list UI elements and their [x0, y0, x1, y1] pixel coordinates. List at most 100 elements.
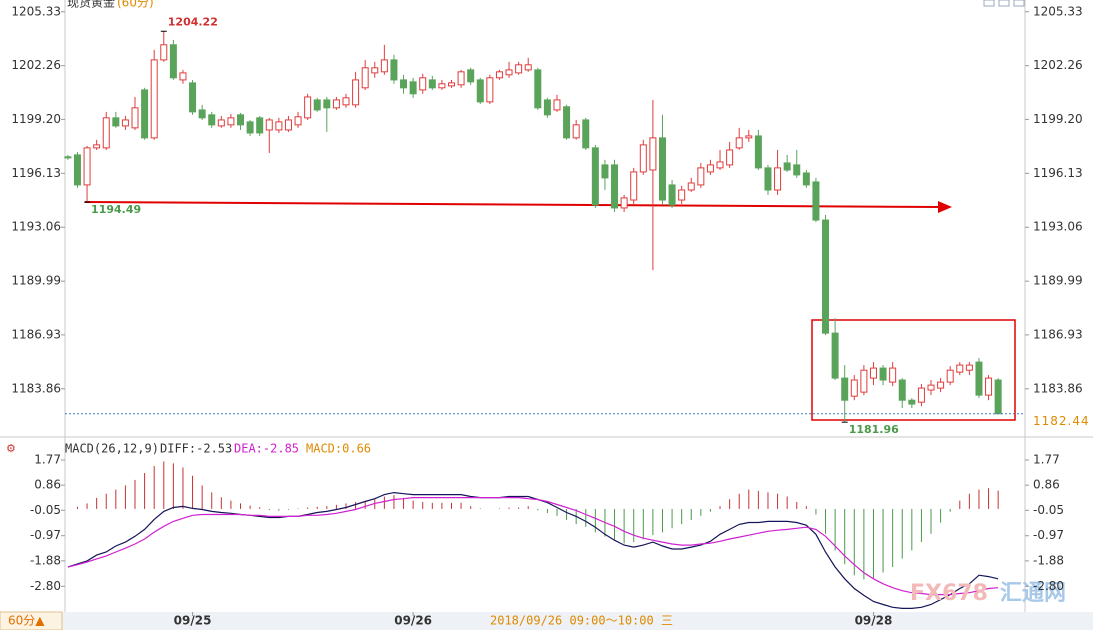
icon[interactable] — [1013, 0, 1025, 7]
candle-body — [975, 361, 983, 396]
candle-body — [102, 117, 110, 149]
candle-body — [985, 377, 993, 396]
y-tick-label-right: 1.77 — [1033, 453, 1060, 467]
candle-body — [591, 147, 599, 206]
macd-line — [67, 491, 999, 609]
y-tick-label-right: 1183.86 — [1033, 381, 1083, 395]
settings-icon[interactable]: ⚙ — [6, 442, 16, 455]
y-tick-label: 0.86 — [34, 478, 61, 492]
candle-body — [822, 219, 830, 334]
watermark-name: 汇通网 — [1000, 581, 1066, 606]
legend-dea: DEA:-2.85 — [234, 442, 299, 456]
y-tick-label: 1.77 — [34, 453, 61, 467]
candle-body — [284, 119, 292, 131]
candle-body — [409, 81, 417, 95]
bottom-bar — [0, 612, 1093, 630]
hover-time: 2018/09/26 09:00～10:00 三 — [490, 614, 673, 628]
candle-body — [774, 167, 782, 191]
annotation: 1181.96 — [849, 423, 899, 436]
icon[interactable] — [998, 0, 1010, 7]
candle-body — [860, 369, 868, 393]
watermark-brand: FX678 — [910, 581, 988, 606]
candle-body — [716, 161, 724, 169]
candle-body — [83, 147, 91, 186]
candle-body — [486, 77, 494, 103]
candle-body — [850, 379, 858, 397]
y-tick-label-right: 1202.26 — [1033, 58, 1083, 72]
candle-body — [802, 172, 810, 186]
candle-body — [438, 83, 446, 89]
candle-body — [371, 67, 379, 74]
candle-body — [515, 64, 523, 74]
candle-body — [256, 117, 264, 134]
candle-body — [534, 69, 542, 109]
candle-body — [601, 164, 609, 179]
candle-body — [649, 137, 657, 171]
candle-body — [294, 116, 302, 126]
candle-body — [361, 67, 369, 89]
y-tick-label: -0.97 — [30, 528, 61, 542]
y-tick-label: -2.80 — [30, 579, 61, 593]
candle-body — [150, 59, 158, 139]
legend-diff: DIFF:-2.53 — [160, 442, 232, 456]
candle-body — [428, 79, 436, 89]
candle-body — [141, 89, 149, 139]
candle-body — [208, 114, 216, 126]
candle-body — [754, 135, 762, 169]
annotation: 1194.49 — [91, 203, 141, 216]
y-tick-label: -1.88 — [30, 553, 61, 567]
candle-body — [237, 114, 245, 126]
x-tick-label: 09/28 — [855, 614, 893, 628]
candle-body — [131, 107, 139, 129]
candle-body — [189, 82, 197, 113]
y-tick-label-right: 1189.99 — [1033, 274, 1083, 288]
chart-title: 现货黄金 — [67, 0, 115, 10]
candle-body — [937, 381, 945, 389]
candle-body — [543, 99, 551, 116]
y-tick-label: 1186.93 — [11, 327, 61, 341]
candle-body — [572, 124, 580, 139]
candle-body — [64, 156, 72, 159]
candle-body — [869, 367, 877, 379]
candle-body — [332, 99, 340, 109]
y-tick-label-right: -0.97 — [1033, 528, 1064, 542]
candle-body — [745, 135, 753, 139]
candle-body — [246, 121, 254, 134]
candle-body — [467, 69, 475, 83]
candle-body — [678, 189, 686, 201]
candle-body — [831, 332, 839, 379]
x-tick-label: 09/25 — [174, 614, 212, 628]
y-tick-label-right: 1205.33 — [1033, 4, 1083, 18]
candle-body — [505, 69, 513, 76]
last-price-label: 1182.44 — [1033, 414, 1090, 428]
candle-body — [783, 162, 791, 171]
candle-body — [879, 367, 887, 381]
candle-body — [495, 71, 503, 79]
candle-body — [73, 154, 81, 186]
candle-body — [304, 96, 312, 119]
candle-body — [639, 144, 647, 173]
candle-body — [265, 119, 273, 131]
candle-body — [313, 99, 321, 111]
candle-body — [726, 149, 734, 166]
candle-body — [841, 377, 849, 401]
macd-title: MACD(26,12,9) — [65, 442, 159, 456]
period-button[interactable] — [0, 611, 63, 630]
y-tick-label: 1193.06 — [11, 220, 61, 234]
icon[interactable] — [983, 0, 995, 7]
candle-body — [994, 379, 1002, 415]
candle-body — [121, 119, 129, 127]
candle-body — [524, 64, 532, 71]
candle-body — [112, 117, 120, 127]
candle-body — [390, 59, 398, 81]
candle-body — [160, 44, 168, 61]
candle-body — [697, 167, 705, 186]
candle-body — [630, 171, 638, 201]
candle-body — [217, 119, 225, 127]
candle-body — [227, 117, 235, 126]
y-tick-label: 1202.26 — [11, 58, 61, 72]
toolbar-icons[interactable] — [983, 0, 1025, 7]
y-tick-label: 1189.99 — [11, 274, 61, 288]
period-button-label[interactable]: 60分▲ — [8, 614, 45, 628]
drawn-box — [811, 319, 1016, 421]
